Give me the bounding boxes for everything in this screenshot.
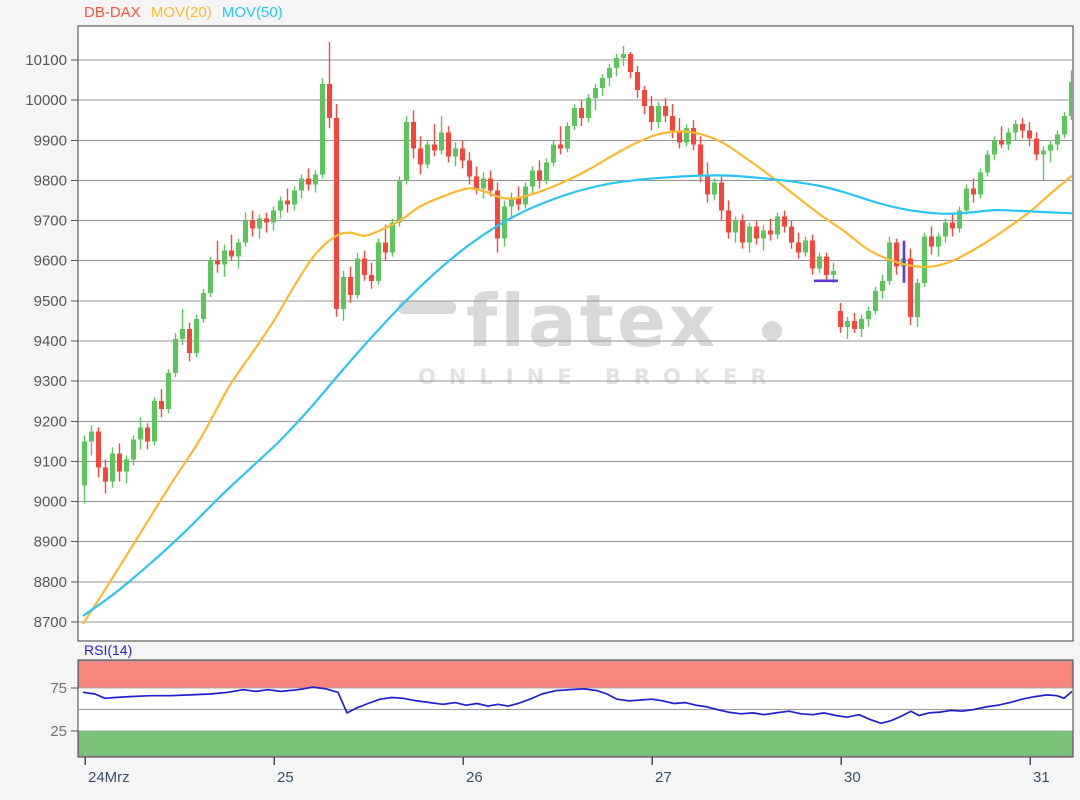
- rsi-overbought-band: [78, 660, 1073, 689]
- svg-text:9600: 9600: [34, 253, 67, 270]
- svg-text:26: 26: [466, 769, 483, 786]
- price-gridlines: 10100 10000 9900 9800 9700 9600 9500 9400 9300 92…: [25, 52, 1072, 631]
- svg-text:30: 30: [844, 769, 861, 786]
- svg-text:31: 31: [1033, 769, 1050, 786]
- svg-text:8800: 8800: [34, 574, 67, 591]
- svg-text:27: 27: [655, 769, 672, 786]
- rsi-plot-border: [77, 659, 1074, 758]
- svg-text:9700: 9700: [34, 213, 67, 230]
- svg-text:25: 25: [50, 723, 67, 740]
- svg-text:24Mrz: 24Mrz: [88, 769, 130, 786]
- svg-text:9900: 9900: [34, 132, 67, 149]
- svg-text:10100: 10100: [25, 52, 67, 69]
- svg-text:10000: 10000: [25, 92, 67, 109]
- watermark-tagline: ONLINE BROKER: [418, 365, 780, 389]
- mov20-line: [82, 130, 1072, 625]
- rsi-line: [82, 686, 1072, 725]
- chart-legend: DB-DAX MOV(20) MOV(50): [84, 4, 289, 21]
- watermark-dash-icon: [398, 301, 456, 314]
- svg-text:9800: 9800: [34, 172, 67, 189]
- mov50-line: [82, 174, 1072, 617]
- svg-text:9500: 9500: [34, 293, 67, 310]
- legend-item-mov20: MOV(20): [150, 4, 212, 21]
- svg-text:9100: 9100: [34, 453, 67, 470]
- svg-text:75: 75: [50, 680, 67, 697]
- order-marker-layer: [814, 240, 906, 283]
- svg-text:9000: 9000: [34, 494, 67, 511]
- rsi-indicator-label: RSI(14): [84, 642, 133, 658]
- svg-text:9300: 9300: [34, 373, 67, 390]
- svg-text:8700: 8700: [34, 614, 67, 631]
- rsi-panel[interactable]: 75 25: [50, 659, 1074, 758]
- main-plot-border: [77, 25, 1074, 642]
- watermark-dot-icon: [762, 321, 782, 341]
- legend-item-db-dax: DB-DAX: [84, 4, 141, 21]
- svg-text:8900: 8900: [34, 534, 67, 551]
- rsi-oversold-band: [78, 730, 1073, 757]
- svg-text:25: 25: [277, 769, 294, 786]
- main-plot-background: [78, 26, 1073, 641]
- legend-item-mov50: MOV(50): [221, 4, 283, 21]
- watermark-logo-text: flatex: [466, 279, 718, 363]
- svg-text:9200: 9200: [34, 413, 67, 430]
- moving-average-layer: [82, 130, 1072, 625]
- svg-text:9400: 9400: [34, 333, 67, 350]
- x-axis: 24Mrz 25 26 27 30 31: [84, 757, 1050, 786]
